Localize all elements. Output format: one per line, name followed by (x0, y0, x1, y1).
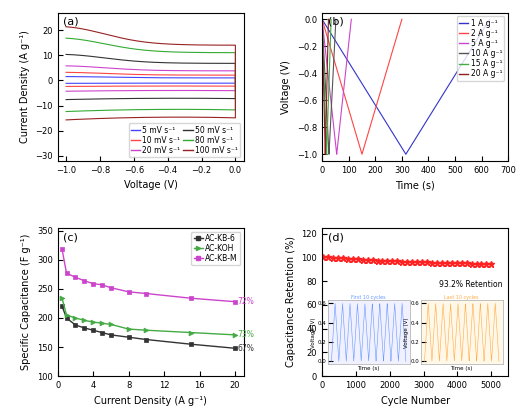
AC-KOH (90, 319, 96, 324)
Y-axis label: Voltage (V): Voltage (V) (281, 60, 291, 114)
AC-KB-M (63, 271, 70, 276)
AC-KB-6 (90, 328, 96, 333)
Text: (a): (a) (63, 17, 79, 27)
Text: 72%: 72% (238, 297, 254, 306)
AC-KOH (81, 318, 88, 323)
X-axis label: Voltage (V): Voltage (V) (124, 181, 178, 190)
Legend: 5 mV s⁻¹, 10 mV s⁻¹, 20 mV s⁻¹, 50 mV s⁻¹, 80 mV s⁻¹, 100 mV s⁻¹: 5 mV s⁻¹, 10 mV s⁻¹, 20 mV s⁻¹, 50 mV s⁻… (128, 123, 240, 157)
AC-KB-6 (99, 330, 105, 335)
AC-KOH (125, 326, 132, 331)
AC-KOH (232, 332, 238, 337)
Text: (b): (b) (328, 17, 343, 27)
X-axis label: Cycle Number: Cycle Number (380, 395, 450, 405)
Y-axis label: Current Density (A g⁻¹): Current Density (A g⁻¹) (19, 31, 29, 143)
Line: AC-KB-6: AC-KB-6 (60, 304, 237, 351)
AC-KOH (99, 321, 105, 326)
AC-KOH (63, 313, 70, 318)
AC-KB-M (188, 296, 194, 301)
X-axis label: Current Density (A g⁻¹): Current Density (A g⁻¹) (94, 395, 207, 405)
Text: (c): (c) (63, 232, 78, 242)
X-axis label: Time (s): Time (s) (395, 181, 435, 190)
AC-KB-M (81, 278, 88, 283)
AC-KB-M (90, 281, 96, 286)
AC-KB-M (72, 275, 79, 280)
Line: AC-KB-M: AC-KB-M (60, 247, 237, 304)
AC-KB-6 (108, 332, 114, 337)
AC-KB-6 (188, 342, 194, 347)
AC-KB-M (99, 282, 105, 287)
AC-KOH (188, 330, 194, 335)
Y-axis label: Specific Capacitance (F g⁻¹): Specific Capacitance (F g⁻¹) (21, 234, 31, 370)
AC-KB-6 (63, 316, 70, 321)
Legend: 1 A g⁻¹, 2 A g⁻¹, 5 A g⁻¹, 10 A g⁻¹, 15 A g⁻¹, 20 A g⁻¹: 1 A g⁻¹, 2 A g⁻¹, 5 A g⁻¹, 10 A g⁻¹, 15 … (457, 16, 505, 81)
AC-KB-M (143, 291, 149, 296)
Text: (d): (d) (328, 232, 344, 242)
AC-KB-6 (59, 304, 65, 309)
Text: 67%: 67% (238, 344, 255, 353)
AC-KB-6 (232, 346, 238, 351)
AC-KB-M (108, 285, 114, 290)
AC-KB-6 (81, 325, 88, 330)
AC-KOH (59, 296, 65, 301)
AC-KOH (108, 322, 114, 327)
AC-KB-M (232, 299, 238, 304)
AC-KOH (72, 316, 79, 321)
AC-KB-M (125, 289, 132, 294)
AC-KOH (143, 328, 149, 333)
AC-KB-6 (143, 337, 149, 342)
Y-axis label: Capacitance Retention (%): Capacitance Retention (%) (286, 237, 296, 367)
Text: 93.2% Retention: 93.2% Retention (439, 280, 503, 289)
Legend: AC-KB-6, AC-KOH, AC-KB-M: AC-KB-6, AC-KOH, AC-KB-M (191, 232, 240, 265)
AC-KB-6 (72, 322, 79, 327)
AC-KB-M (59, 247, 65, 252)
AC-KB-6 (125, 335, 132, 340)
Line: AC-KOH: AC-KOH (60, 296, 237, 337)
Text: 73%: 73% (238, 330, 255, 339)
